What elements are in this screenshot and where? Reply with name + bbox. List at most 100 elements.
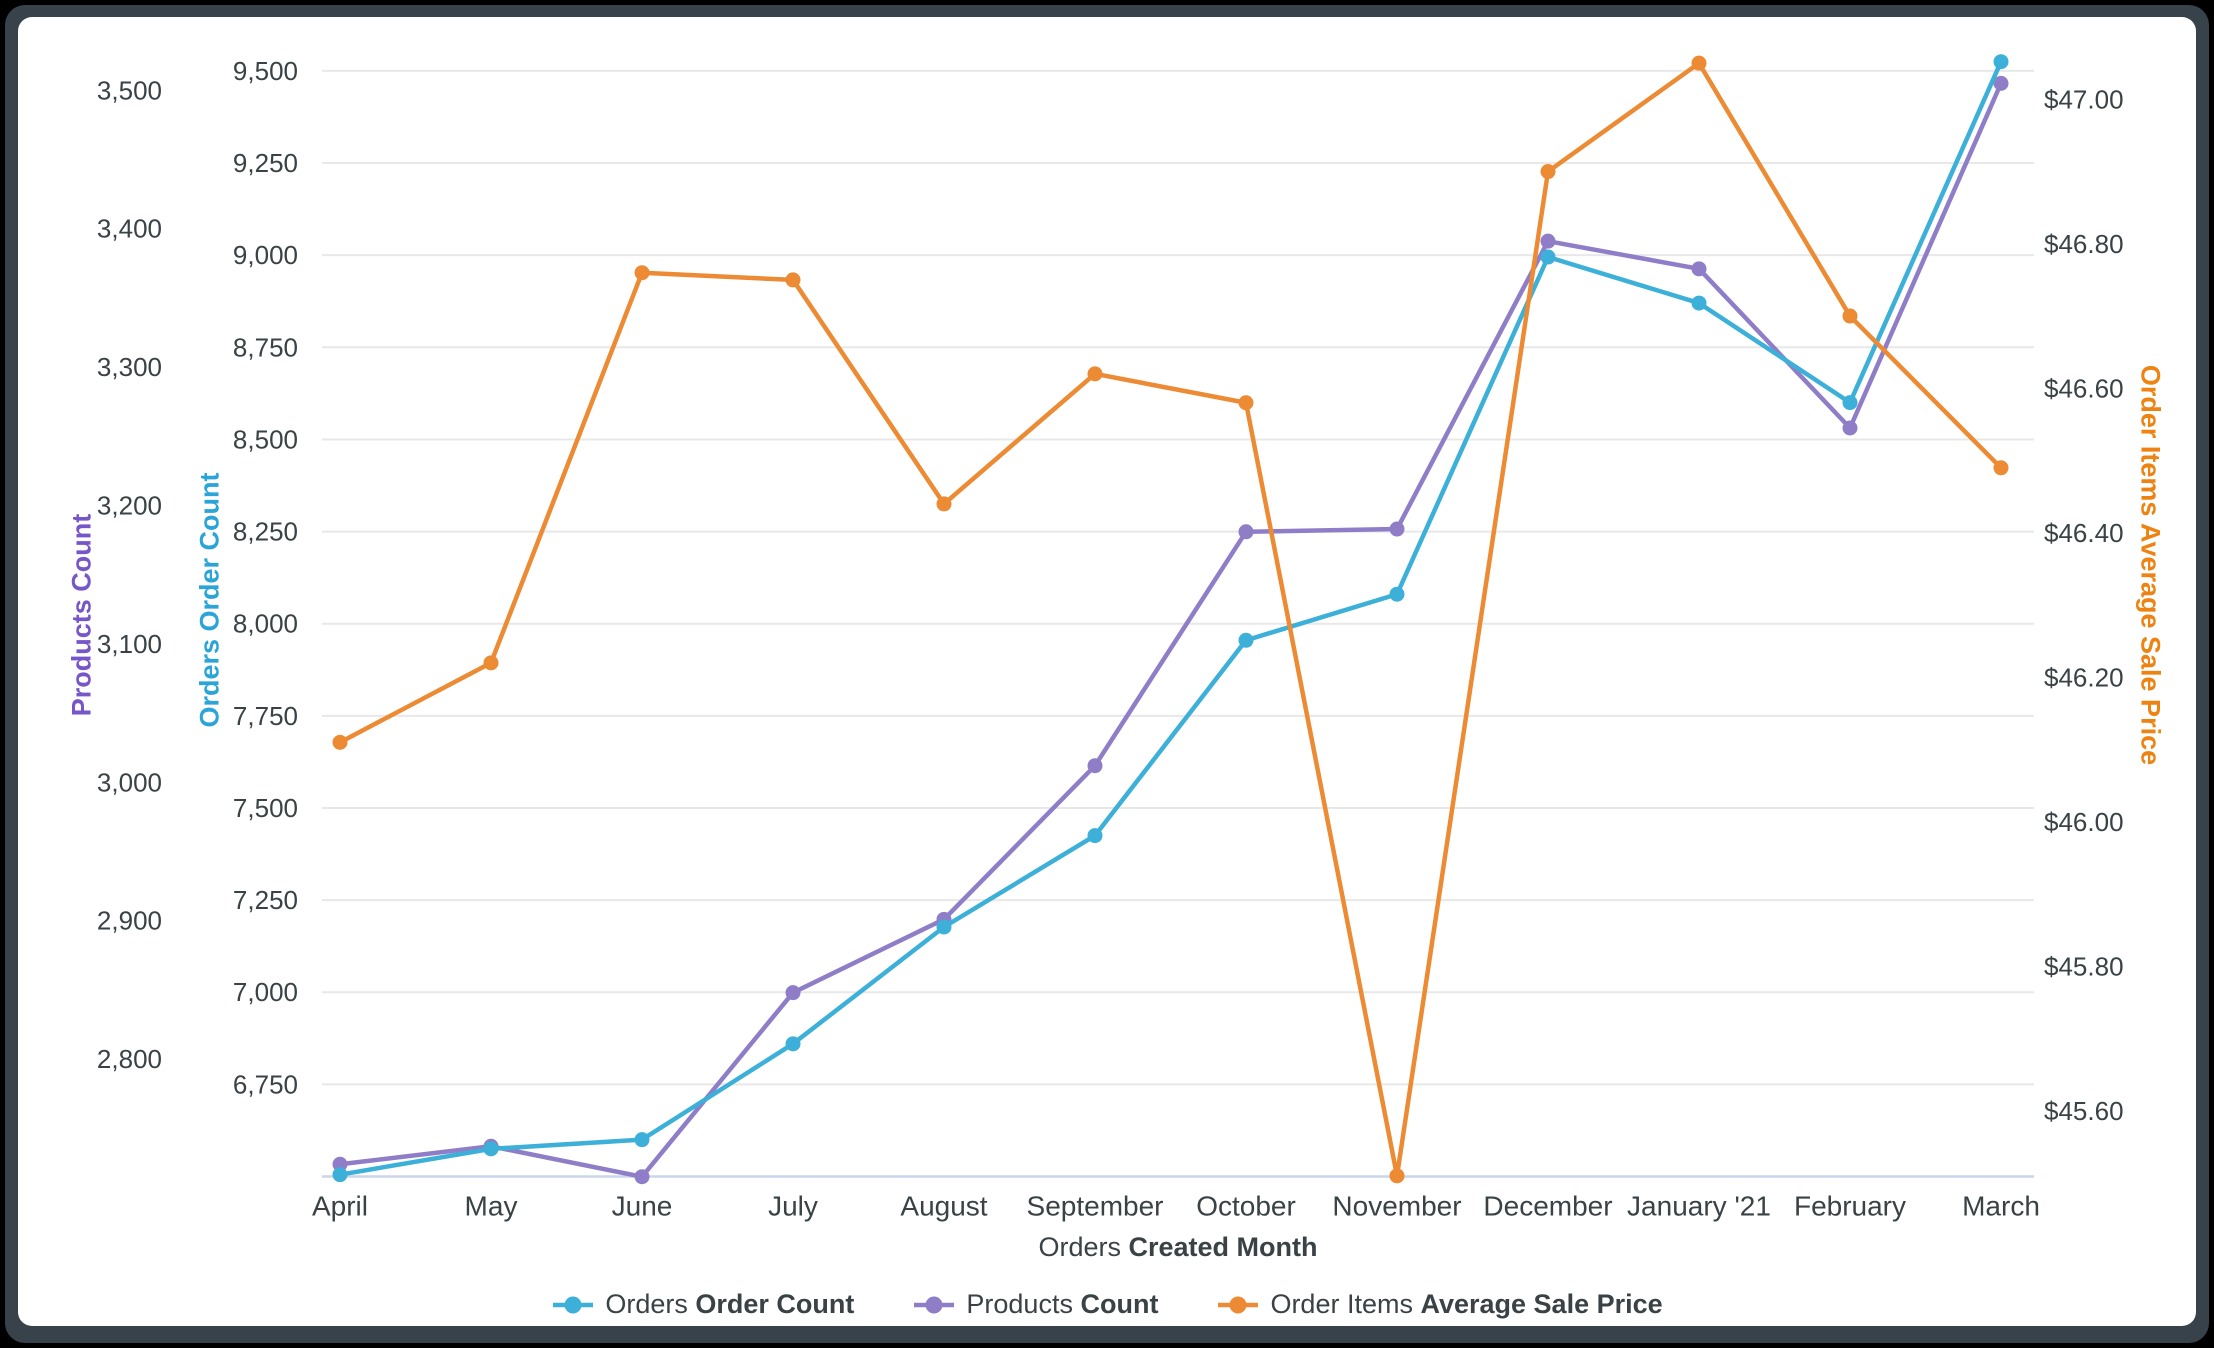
x-category-label-11: February bbox=[1794, 1191, 1906, 1222]
series-line-orders-order-count bbox=[337, 59, 2004, 1177]
axis-tick-label: $45.60 bbox=[2044, 1096, 2124, 1126]
x-category-label-8: November bbox=[1332, 1191, 1461, 1222]
x-category-label-2: May bbox=[465, 1191, 518, 1222]
axis-tick-label: 3,300 bbox=[97, 352, 162, 382]
data-point-products-count-7[interactable] bbox=[1389, 521, 1405, 537]
legend-item-orders-order-count[interactable]: Orders Order Count bbox=[551, 1289, 854, 1320]
data-point-products-count-2[interactable] bbox=[634, 1169, 650, 1185]
legend-marker-price-icon bbox=[1218, 1296, 1259, 1313]
legend-label: Order Items Average Sale Price bbox=[1270, 1289, 1663, 1319]
x-axis-title-bold: Created Month bbox=[1128, 1232, 1318, 1262]
chart-card bbox=[18, 17, 2196, 1326]
legend-marker-products-icon bbox=[914, 1296, 955, 1313]
data-point-order-items-average-sale-price-11[interactable] bbox=[1993, 460, 2009, 476]
data-point-order-items-average-sale-price-7[interactable] bbox=[1389, 1168, 1405, 1184]
data-point-products-count-6[interactable] bbox=[1238, 524, 1254, 540]
x-category-label-5: August bbox=[900, 1191, 987, 1222]
data-point-orders-order-count-3[interactable] bbox=[785, 1036, 801, 1052]
legend: Orders Order Count Products Count Order … bbox=[0, 1289, 2214, 1320]
legend-item-products-count[interactable]: Products Count bbox=[912, 1289, 1158, 1320]
data-point-orders-order-count-9[interactable] bbox=[1691, 295, 1707, 311]
data-point-orders-order-count-8[interactable] bbox=[1540, 249, 1556, 265]
legend-item-average-sale-price[interactable]: Order Items Average Sale Price bbox=[1216, 1289, 1663, 1320]
data-point-products-count-3[interactable] bbox=[785, 985, 801, 1001]
axis-tick-labels: 2,800 2,900 3,000 3,100 3,200 3,300 3,400 3,500… bbox=[97, 56, 2124, 1126]
orders-order-count-axis-title: Orders Order Count bbox=[194, 472, 225, 728]
data-point-orders-order-count-1[interactable] bbox=[483, 1141, 499, 1157]
data-point-order-items-average-sale-price-4[interactable] bbox=[936, 496, 952, 512]
tile-frame bbox=[5, 5, 2209, 1343]
axis-tick-label: 9,250 bbox=[233, 148, 298, 178]
x-category-label-12: March bbox=[1962, 1191, 2040, 1222]
axis-tick-label: 7,500 bbox=[233, 793, 298, 823]
axis-tick-label: 3,200 bbox=[97, 491, 162, 521]
data-point-products-count-9[interactable] bbox=[1691, 261, 1707, 277]
axis-tick-label: $46.80 bbox=[2044, 229, 2124, 259]
series-line-order-items-average-sale-price bbox=[337, 60, 2004, 1179]
x-axis-category-labels: April May June July August September October No… bbox=[312, 1191, 2040, 1222]
legend-marker-orders-icon bbox=[553, 1296, 594, 1313]
data-point-order-items-average-sale-price-2[interactable] bbox=[634, 265, 650, 281]
axis-tick-label: 3,500 bbox=[97, 75, 162, 105]
axis-tick-label: 8,000 bbox=[233, 609, 298, 639]
axis-tick-label: 7,750 bbox=[233, 701, 298, 731]
data-point-products-count-0[interactable] bbox=[332, 1156, 348, 1172]
data-point-order-items-average-sale-price-10[interactable] bbox=[1842, 308, 1858, 324]
data-point-order-items-average-sale-price-9[interactable] bbox=[1691, 55, 1707, 71]
data-point-order-items-average-sale-price-6[interactable] bbox=[1238, 395, 1254, 411]
axis-tick-label: 3,100 bbox=[97, 629, 162, 659]
data-point-orders-order-count-11[interactable] bbox=[1993, 54, 2009, 70]
data-point-order-items-average-sale-price-5[interactable] bbox=[1087, 366, 1103, 382]
data-point-orders-order-count-7[interactable] bbox=[1389, 586, 1405, 602]
axis-tick-label: 2,800 bbox=[97, 1044, 162, 1074]
legend-label: Products Count bbox=[966, 1289, 1159, 1319]
series-lines bbox=[332, 54, 2009, 1185]
x-category-label-10: January '21 bbox=[1627, 1191, 1771, 1222]
axis-tick-label: 2,900 bbox=[97, 906, 162, 936]
axis-tick-label: 7,250 bbox=[233, 885, 298, 915]
axis-tick-label: $46.40 bbox=[2044, 518, 2124, 548]
data-point-order-items-average-sale-price-8[interactable] bbox=[1540, 164, 1556, 180]
axis-tick-label: 7,000 bbox=[233, 977, 298, 1007]
data-point-orders-order-count-10[interactable] bbox=[1842, 395, 1858, 411]
data-point-products-count-5[interactable] bbox=[1087, 758, 1103, 774]
data-point-orders-order-count-6[interactable] bbox=[1238, 632, 1254, 648]
axis-tick-label: 8,250 bbox=[233, 517, 298, 547]
axis-tick-label: 6,750 bbox=[233, 1069, 298, 1099]
gridlines bbox=[322, 69, 2034, 1086]
x-category-label-6: September bbox=[1027, 1191, 1164, 1222]
axis-tick-label: $47.00 bbox=[2044, 84, 2124, 114]
x-axis-title-prefix: Orders bbox=[1038, 1232, 1121, 1262]
data-point-order-items-average-sale-price-3[interactable] bbox=[785, 272, 801, 288]
axis-tick-label: $45.80 bbox=[2044, 951, 2124, 981]
products-count-axis-title: Products Count bbox=[66, 513, 97, 717]
data-point-orders-order-count-0[interactable] bbox=[332, 1167, 348, 1183]
data-point-products-count-8[interactable] bbox=[1540, 233, 1556, 249]
legend-label: Orders Order Count bbox=[605, 1289, 855, 1319]
axis-tick-label: 3,000 bbox=[97, 767, 162, 797]
data-point-orders-order-count-4[interactable] bbox=[936, 919, 952, 935]
data-point-orders-order-count-5[interactable] bbox=[1087, 828, 1103, 844]
x-category-label-9: December bbox=[1483, 1191, 1612, 1222]
axis-tick-label: $46.20 bbox=[2044, 662, 2124, 692]
x-axis-title: Orders Created Month bbox=[322, 1232, 2034, 1263]
data-point-orders-order-count-2[interactable] bbox=[634, 1132, 650, 1148]
x-category-label-7: October bbox=[1196, 1191, 1296, 1222]
data-point-products-count-11[interactable] bbox=[1993, 75, 2009, 91]
series-line-products-count bbox=[337, 81, 2004, 1179]
axis-tick-label: 9,000 bbox=[233, 240, 298, 270]
axis-tick-label: 8,500 bbox=[233, 424, 298, 454]
data-point-order-items-average-sale-price-1[interactable] bbox=[483, 655, 499, 671]
axis-tick-label: $46.00 bbox=[2044, 807, 2124, 837]
axis-tick-label: 3,400 bbox=[97, 214, 162, 244]
x-category-label-4: July bbox=[768, 1191, 818, 1222]
axis-tick-label: 9,500 bbox=[233, 56, 298, 86]
x-category-label-1: April bbox=[312, 1191, 368, 1222]
average-sale-price-axis-title: Order Items Average Sale Price bbox=[2135, 364, 2166, 766]
x-category-label-3: June bbox=[612, 1191, 673, 1222]
data-point-products-count-10[interactable] bbox=[1842, 420, 1858, 436]
axis-tick-label: $46.60 bbox=[2044, 373, 2124, 403]
data-point-order-items-average-sale-price-0[interactable] bbox=[332, 734, 348, 750]
axis-tick-label: 8,750 bbox=[233, 332, 298, 362]
